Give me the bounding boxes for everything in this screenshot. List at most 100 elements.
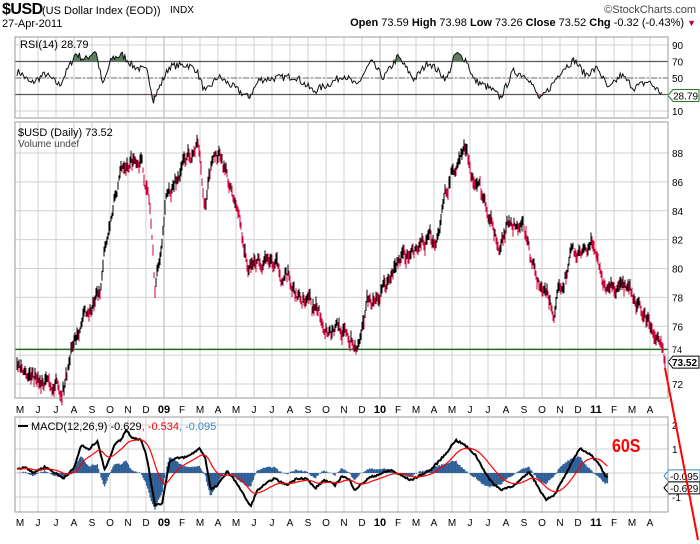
value-tag-shape — [667, 88, 700, 102]
x-tick-label: J — [270, 405, 275, 416]
macd-legend-hist: , -0.095 — [179, 421, 216, 433]
quote-summary: Open 73.59 High 73.98 Low 73.26 Close 73… — [350, 17, 696, 29]
x-tick-label: M — [628, 405, 636, 416]
x-tick-label: 11 — [590, 404, 602, 416]
volume-legend: Volume undef — [18, 139, 79, 150]
x-tick-label: S — [305, 405, 312, 416]
brand-label[interactable]: ©StockCharts.com — [604, 4, 696, 16]
rsi-tick-label: 10 — [672, 107, 684, 118]
chg-value: -0.32 (-0.43%) — [613, 17, 685, 29]
x-tick-label: O — [322, 405, 330, 416]
x-tick-label: D — [358, 405, 365, 416]
price-tick-label: 74 — [672, 345, 682, 355]
price-legend: $USD (Daily) 73.52 — [18, 127, 113, 139]
high-value: 73.98 — [439, 17, 467, 29]
x-tick-label: A — [215, 518, 222, 529]
x-tick-label: F — [395, 518, 401, 529]
x-tick-label: 11 — [590, 517, 602, 529]
exchange-label: INDX — [170, 5, 194, 16]
x-tick-label: D — [142, 518, 149, 529]
x-tick-label: 09 — [158, 404, 170, 416]
x-tick-label: F — [611, 405, 617, 416]
x-tick-label: D — [574, 405, 581, 416]
x-tick-label: N — [556, 518, 563, 529]
x-tick-label: D — [574, 518, 581, 529]
x-tick-label: O — [322, 518, 330, 529]
x-tick-label: N — [340, 518, 347, 529]
rsi-value-label: 28.79 — [673, 91, 698, 102]
x-tick-label: S — [89, 405, 96, 416]
x-tick-label: D — [142, 405, 149, 416]
panel-border — [14, 121, 669, 399]
x-tick-label: M — [448, 518, 456, 529]
panel-border — [14, 416, 669, 513]
x-tick-label: A — [215, 405, 222, 416]
high-label: High — [411, 17, 437, 29]
x-tick-label: A — [647, 405, 654, 416]
x-tick-label: A — [431, 518, 438, 529]
macd-tick-label: 1 — [672, 445, 678, 456]
x-tick-label: J — [54, 405, 59, 416]
x-tick-label: N — [340, 405, 347, 416]
x-tick-label: M — [196, 405, 204, 416]
x-tick-label: M — [232, 405, 240, 416]
rsi-legend: RSI(14) 28.79 — [20, 39, 88, 51]
x-tick-label: F — [179, 405, 185, 416]
x-tick-label: O — [106, 405, 114, 416]
annotation-arrow — [664, 367, 699, 541]
x-tick-label: N — [124, 405, 131, 416]
x-tick-label: J — [252, 518, 257, 529]
x-tick-label: J — [486, 405, 491, 416]
x-tick-label: J — [270, 518, 275, 529]
x-tick-label: A — [71, 405, 78, 416]
x-tick-label: O — [538, 405, 546, 416]
x-tick-label: S — [521, 518, 528, 529]
x-tick-label: A — [647, 518, 654, 529]
rsi-tick-label: 50 — [672, 74, 684, 85]
open-label: Open — [350, 17, 379, 29]
x-tick-label: 10 — [374, 404, 386, 416]
close-label: Close — [525, 17, 556, 29]
x-tick-label: N — [556, 405, 563, 416]
x-tick-label: A — [71, 518, 78, 529]
x-tick-label: M — [628, 518, 636, 529]
low-label: Low — [469, 17, 492, 29]
x-tick-label: J — [468, 518, 473, 529]
price-tick-label: 86 — [672, 178, 684, 189]
macd-tick-label: -1 — [672, 493, 681, 504]
macd-value-tag: -0.629 — [663, 481, 700, 495]
x-tick-label: J — [36, 405, 41, 416]
symbol-name: (US Dollar Index (EOD)) — [42, 5, 161, 17]
down-arrow-icon: ▼ — [687, 18, 696, 28]
price-tick-label: 80 — [672, 265, 684, 276]
x-tick-label: O — [538, 518, 546, 529]
close-value: 73.52 — [558, 17, 587, 29]
x-tick-label: J — [468, 405, 473, 416]
rsi-value-tag: 28.79 — [667, 88, 700, 102]
x-tick-label: A — [503, 518, 510, 529]
x-tick-label: A — [287, 405, 294, 416]
x-tick-label: S — [89, 518, 96, 529]
x-tick-label: 09 — [158, 517, 170, 529]
macd-legend-main: MACD(12,26,9) -0.629 — [31, 421, 142, 433]
x-tick-label: M — [16, 518, 24, 529]
x-tick-label: N — [124, 518, 131, 529]
annotation-text: 60S — [612, 435, 640, 456]
x-tick-label: M — [448, 405, 456, 416]
x-tick-label: J — [252, 405, 257, 416]
x-tick-label: D — [358, 518, 365, 529]
x-tick-label: F — [179, 518, 185, 529]
x-tick-label: F — [611, 518, 617, 529]
x-tick-label: F — [395, 405, 401, 416]
macd-line — [16, 428, 609, 508]
x-tick-label: S — [521, 405, 528, 416]
x-tick-label: A — [287, 518, 294, 529]
x-tick-label: J — [36, 518, 41, 529]
low-value: 73.26 — [495, 17, 523, 29]
x-tick-label: A — [431, 405, 438, 416]
price-tick-label: 84 — [672, 207, 684, 218]
rsi-line — [16, 51, 663, 104]
open-value: 73.59 — [381, 17, 409, 29]
chg-label: Chg — [589, 17, 611, 29]
x-tick-label: M — [16, 405, 24, 416]
